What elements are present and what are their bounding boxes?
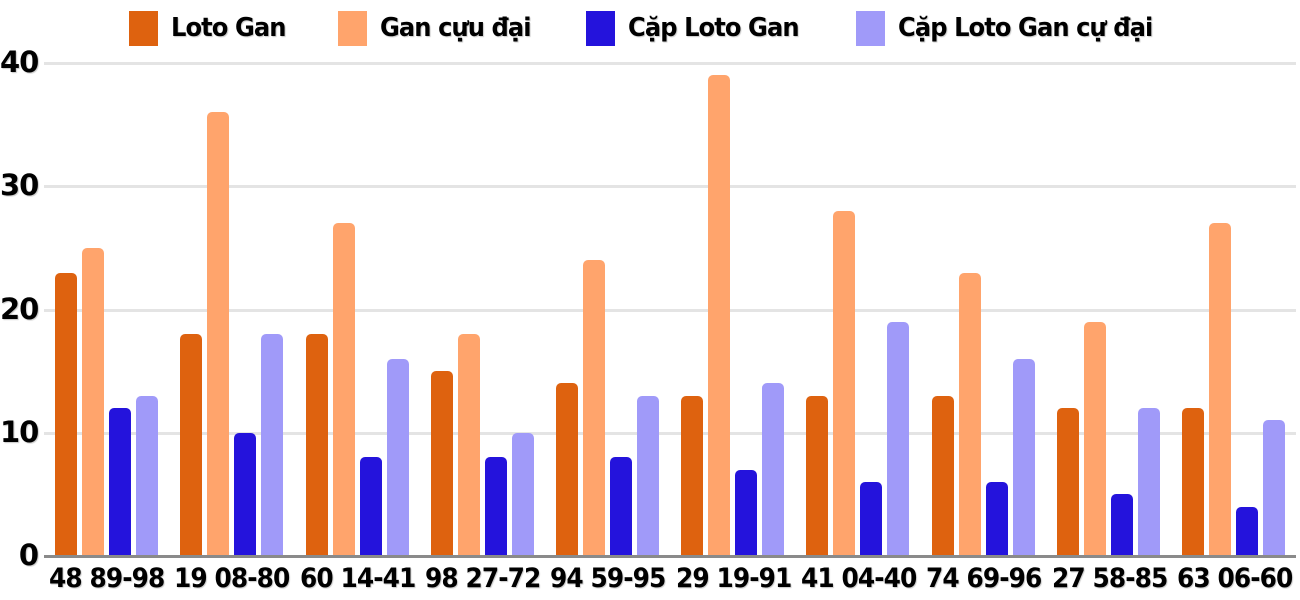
bar-group-94 59-95 xyxy=(545,63,670,556)
bar-Loto Gan-74 69-96 xyxy=(931,395,954,556)
bar-group-98 27-72 xyxy=(420,63,545,556)
bar-Gan cựu đại-19 08-80 xyxy=(207,112,230,556)
x-category-label-3: 98 27-72 xyxy=(420,562,545,598)
plot-area xyxy=(44,62,1296,556)
gridline-10 xyxy=(44,431,1296,435)
bar-Cặp Loto Gan cự đại-27 58-85 xyxy=(1137,408,1160,556)
legend-label: Cặp Loto Gan cự đại xyxy=(897,13,1153,43)
bar-Loto Gan-41 04-40 xyxy=(806,395,829,556)
x-category-label-5: 29 19-91 xyxy=(671,562,796,598)
y-tick-label-40: 40 xyxy=(0,45,39,79)
bar-Loto Gan-94 59-95 xyxy=(555,383,578,556)
bar-Loto Gan-27 58-85 xyxy=(1056,408,1079,556)
y-tick-label-0: 0 xyxy=(18,538,39,572)
bar-group-48 89-98 xyxy=(44,63,169,556)
legend-item-2[interactable]: Cặp Loto Gan xyxy=(586,10,811,46)
bar-Cặp Loto Gan cự đại-94 59-95 xyxy=(636,395,659,556)
y-tick-label-10: 10 xyxy=(0,414,39,449)
bar-Cặp Loto Gan-48 89-98 xyxy=(109,408,132,556)
bar-group-60 14-41 xyxy=(294,63,419,556)
bar-Cặp Loto Gan-63 06-60 xyxy=(1235,506,1258,556)
bar-Cặp Loto Gan cự đại-98 27-72 xyxy=(511,432,534,556)
bar-Loto Gan-19 08-80 xyxy=(180,334,203,556)
legend-swatch-icon xyxy=(338,10,368,46)
bar-Cặp Loto Gan-41 04-40 xyxy=(860,482,883,556)
legend-item-3[interactable]: Cặp Loto Gan cự đại xyxy=(855,10,1172,46)
bar-Cặp Loto Gan-60 14-41 xyxy=(359,457,382,556)
x-category-text: 48 89-98 xyxy=(49,563,165,594)
bar-group-27 58-85 xyxy=(1046,63,1171,556)
bar-Loto Gan-98 27-72 xyxy=(430,371,453,556)
bar-Gan cựu đại-94 59-95 xyxy=(582,260,605,556)
x-category-label-1: 19 08-80 xyxy=(169,562,294,598)
x-category-text: 27 58-85 xyxy=(1051,563,1168,594)
bar-Loto Gan-29 19-91 xyxy=(681,395,704,556)
gridline-40 xyxy=(44,62,1296,65)
bar-group-19 08-80 xyxy=(169,63,294,556)
x-category-text: 94 59-95 xyxy=(550,563,666,594)
bar-Gan cựu đại-29 19-91 xyxy=(708,75,731,556)
bar-Gan cựu đại-41 04-40 xyxy=(833,210,856,556)
bar-Cặp Loto Gan-19 08-80 xyxy=(234,432,257,556)
x-category-text: 41 04-40 xyxy=(800,563,917,594)
bar-Cặp Loto Gan cự đại-29 19-91 xyxy=(762,383,785,556)
bar-Cặp Loto Gan cự đại-63 06-60 xyxy=(1262,420,1285,556)
gridline-30 xyxy=(44,185,1296,189)
gridline-20 xyxy=(44,308,1296,312)
x-category-text: 60 14-41 xyxy=(299,563,416,594)
legend-swatch-icon xyxy=(128,10,158,46)
bar-Cặp Loto Gan-94 59-95 xyxy=(609,457,632,556)
bar-Gan cựu đại-27 58-85 xyxy=(1083,321,1106,556)
x-category-label-2: 60 14-41 xyxy=(295,562,420,598)
bar-Gan cựu đại-98 27-72 xyxy=(457,334,480,556)
bar-Cặp Loto Gan cự đại-60 14-41 xyxy=(386,358,409,556)
x-category-label-7: 74 69-96 xyxy=(921,562,1046,598)
bar-group-74 69-96 xyxy=(920,63,1045,556)
bar-Loto Gan-63 06-60 xyxy=(1181,408,1204,556)
legend-label: Cặp Loto Gan xyxy=(628,13,800,43)
chart-legend: Loto Gan Gan cựu đại Cặp Loto Gan Cặp Loto … xyxy=(0,7,1300,49)
bar-Loto Gan-60 14-41 xyxy=(305,334,328,556)
bar-Loto Gan-48 89-98 xyxy=(55,272,78,556)
x-category-text: 29 19-91 xyxy=(675,563,792,594)
bar-Cặp Loto Gan-98 27-72 xyxy=(484,457,507,556)
bar-Gan cựu đại-48 89-98 xyxy=(82,247,105,556)
bar-Cặp Loto Gan-27 58-85 xyxy=(1110,494,1133,556)
legend-swatch-icon xyxy=(855,10,885,46)
x-axis-line xyxy=(44,555,1296,558)
bar-group-63 06-60 xyxy=(1171,63,1296,556)
bar-Cặp Loto Gan cự đại-74 69-96 xyxy=(1012,358,1035,556)
legend-item-0[interactable]: Loto Gan xyxy=(128,10,294,46)
bar-Gan cựu đại-74 69-96 xyxy=(958,272,981,556)
x-category-text: 63 06-60 xyxy=(1176,563,1293,594)
bar-group-41 04-40 xyxy=(795,63,920,556)
bar-Cặp Loto Gan cự đại-48 89-98 xyxy=(136,395,159,556)
y-tick-label-20: 20 xyxy=(0,291,39,326)
x-category-label-0: 48 89-98 xyxy=(44,562,169,598)
x-category-text: 98 27-72 xyxy=(424,563,541,594)
legend-item-1[interactable]: Gan cựu đại xyxy=(338,10,542,46)
bar-groups xyxy=(44,63,1296,556)
x-category-label-4: 94 59-95 xyxy=(545,562,670,598)
bar-Cặp Loto Gan-74 69-96 xyxy=(985,482,1008,556)
x-category-label-8: 27 58-85 xyxy=(1047,562,1172,598)
legend-swatch-icon xyxy=(586,10,616,46)
x-category-label-6: 41 04-40 xyxy=(796,562,921,598)
legend-label: Loto Gan xyxy=(170,13,286,43)
x-category-text: 19 08-80 xyxy=(174,563,290,594)
bar-Cặp Loto Gan-29 19-91 xyxy=(735,469,758,556)
bar-Cặp Loto Gan cự đại-19 08-80 xyxy=(261,334,284,556)
bar-Cặp Loto Gan cự đại-41 04-40 xyxy=(887,321,910,556)
bar-Gan cựu đại-63 06-60 xyxy=(1208,223,1231,556)
legend-label: Gan cựu đại xyxy=(380,13,532,43)
x-category-label-9: 63 06-60 xyxy=(1172,562,1297,598)
x-axis-labels: 48 89-98 19 08-80 60 14-41 98 27-72 94 59-95… xyxy=(44,562,1296,598)
y-tick-label-30: 30 xyxy=(0,168,39,203)
bar-Gan cựu đại-60 14-41 xyxy=(332,223,355,556)
bar-group-29 19-91 xyxy=(670,63,795,556)
x-category-text: 74 69-96 xyxy=(926,563,1042,594)
